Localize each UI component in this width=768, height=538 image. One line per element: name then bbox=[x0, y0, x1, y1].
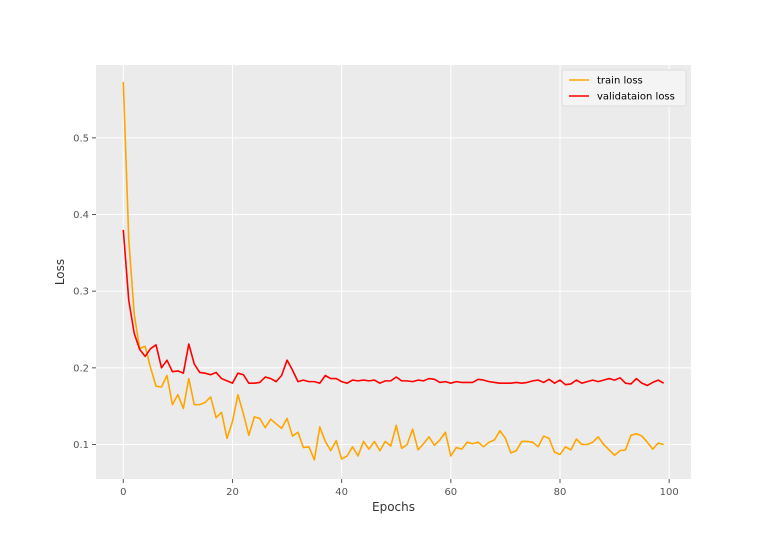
x-tick-label: 100 bbox=[660, 487, 679, 498]
x-tick-label: 0 bbox=[120, 487, 126, 498]
x-tick-label: 60 bbox=[444, 487, 457, 498]
x-axis-label: Epochs bbox=[372, 500, 415, 514]
x-tick-label: 40 bbox=[335, 487, 348, 498]
y-tick-label: 0.2 bbox=[73, 363, 89, 374]
validation-loss-line bbox=[122, 229, 665, 387]
legend-label-validation-loss: validataion loss bbox=[597, 92, 675, 103]
train-loss-line bbox=[122, 81, 664, 461]
y-axis-label: Loss bbox=[53, 259, 67, 285]
y-tick-label: 0.1 bbox=[73, 440, 89, 451]
y-tick-label: 0.3 bbox=[73, 287, 89, 298]
plot-area bbox=[96, 65, 691, 479]
y-tick-label: 0.4 bbox=[73, 210, 89, 221]
y-axis-ticks: 0.1 0.2 0.3 0.4 0.5 bbox=[73, 133, 96, 451]
legend: train loss validataion loss bbox=[561, 69, 687, 107]
grid-lines bbox=[96, 65, 691, 479]
x-tick-label: 80 bbox=[554, 487, 567, 498]
legend-box bbox=[561, 69, 687, 107]
x-tick-label: 20 bbox=[226, 487, 239, 498]
series-lines bbox=[122, 81, 665, 461]
x-axis-ticks: 0 20 40 60 80 100 bbox=[120, 479, 679, 498]
legend-label-train-loss: train loss bbox=[597, 76, 643, 87]
y-tick-label: 0.5 bbox=[73, 133, 89, 144]
